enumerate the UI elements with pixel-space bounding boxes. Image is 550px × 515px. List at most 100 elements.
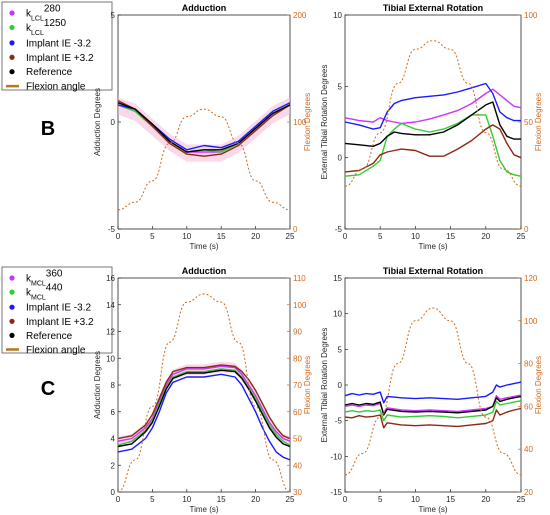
plot-frame — [117, 277, 291, 493]
legend-marker — [9, 275, 15, 281]
chart-B-tibial: Tibial External Rotation 0 5 10 15 20 25 Time (… — [320, 3, 543, 251]
y-tick-label: -5 — [335, 417, 343, 426]
legend-label: Implant IE -3.2 — [26, 303, 91, 314]
series-line-3 — [117, 99, 291, 157]
y-axis-label: External Tibial Rotation Degrees — [320, 65, 329, 180]
x-tick-label: 15 — [446, 495, 455, 504]
x-tick-label: 20 — [481, 232, 490, 241]
legend-label: kMCL440 — [26, 283, 63, 302]
plot-frame — [344, 277, 522, 493]
legend-marker — [9, 304, 15, 310]
legend-label: Flexion angle — [26, 345, 86, 356]
legend-label: kLCL280 — [26, 4, 61, 23]
series-line-2 — [344, 381, 522, 404]
y-tick-label: 5 — [111, 11, 116, 20]
y-tick-label: 0 — [111, 488, 116, 497]
legend-marker — [9, 10, 15, 16]
y2-tick-label: 100 — [293, 118, 307, 127]
legend-marker — [9, 54, 15, 60]
series-line-2 — [344, 82, 521, 130]
y-tick-label: 15 — [333, 274, 342, 283]
variance-band — [118, 97, 290, 162]
legend-marker — [9, 318, 15, 324]
legend-label: kLCL1250 — [26, 18, 67, 37]
x-axis-label: Time (s) — [418, 505, 447, 514]
y2-tick-label: 90 — [293, 328, 302, 337]
series-line-0 — [344, 394, 522, 415]
x-tick-label: 15 — [217, 495, 226, 504]
y-axis-label: External Tibial Rotation Degrees — [320, 328, 329, 443]
series-line-1 — [344, 400, 522, 422]
x-axis-label: Time (s) — [418, 242, 447, 251]
x-tick-label: 0 — [343, 232, 348, 241]
legend-label: Implant IE +3.2 — [26, 317, 94, 328]
legend-label: Implant IE -3.2 — [26, 38, 91, 49]
y2-tick-label: 0 — [293, 225, 298, 234]
y2-tick-label: 50 — [293, 435, 302, 444]
chart-title: Tibial External Rotation — [383, 266, 483, 276]
y2-tick-label: 40 — [524, 445, 533, 454]
y2-tick-label: 70 — [293, 381, 302, 390]
legend-marker — [9, 289, 15, 295]
flexion-angle-line — [117, 293, 291, 493]
y2-tick-label: 30 — [293, 488, 302, 497]
legend-label: kMCL360 — [26, 269, 63, 288]
flexion-angle-line — [117, 108, 291, 211]
y-tick-label: 8 — [111, 381, 116, 390]
y2-tick-label: 200 — [293, 11, 307, 20]
x-tick-label: 0 — [116, 495, 121, 504]
y2-tick-label: 100 — [524, 11, 538, 20]
x-tick-label: 25 — [286, 495, 295, 504]
y-tick-label: 5 — [338, 345, 343, 354]
x-tick-label: 5 — [378, 232, 383, 241]
y-tick-label: -5 — [108, 225, 116, 234]
x-tick-label: 10 — [411, 495, 420, 504]
y-tick-label: 0 — [338, 154, 343, 163]
legend-box — [1, 1, 113, 91]
y2-tick-label: 100 — [524, 317, 538, 326]
legend-marker — [9, 40, 15, 46]
x-tick-label: 20 — [251, 232, 260, 241]
legend-label: Reference — [26, 331, 73, 342]
series-line-3 — [344, 407, 522, 429]
x-tick-label: 10 — [411, 232, 420, 241]
panel-label-b: B — [41, 118, 55, 140]
y2-axis-label: Flexion Degrees — [534, 93, 543, 151]
panel-label-c: C — [41, 378, 55, 400]
x-axis-label: Time (s) — [189, 505, 218, 514]
y-axis-label: Adduction Degrees — [93, 88, 102, 156]
y2-tick-label: 60 — [524, 402, 533, 411]
legend-marker — [9, 24, 15, 31]
y-tick-label: -15 — [330, 488, 342, 497]
y2-tick-label: 80 — [293, 354, 302, 363]
series-line-4 — [344, 101, 521, 147]
series-line-0 — [117, 365, 291, 442]
y2-axis-label: Flexion Degrees — [534, 356, 543, 414]
y-tick-label: -5 — [335, 225, 343, 234]
y2-tick-label: 0 — [524, 225, 529, 234]
y2-tick-label: 100 — [293, 301, 307, 310]
series-line-2 — [117, 373, 291, 461]
x-tick-label: 0 — [343, 495, 348, 504]
series-line-4 — [344, 395, 522, 416]
x-tick-label: 10 — [182, 495, 191, 504]
flexion-angle-line — [344, 40, 522, 187]
y-tick-label: 6 — [111, 408, 116, 417]
y2-axis-label: Flexion Degrees — [303, 356, 312, 414]
legend-box — [1, 266, 113, 354]
y-tick-label: 10 — [333, 11, 342, 20]
y2-tick-label: 60 — [293, 408, 302, 417]
series-line-3 — [344, 124, 522, 173]
y-tick-label: 5 — [338, 82, 343, 91]
y2-tick-label: 80 — [524, 360, 533, 369]
series-line-4 — [117, 369, 291, 448]
y-tick-label: 0 — [111, 118, 116, 127]
x-tick-label: 0 — [116, 232, 121, 241]
y-tick-label: 4 — [111, 435, 116, 444]
chart-title: Adduction — [182, 3, 227, 13]
x-tick-label: 10 — [182, 232, 191, 241]
